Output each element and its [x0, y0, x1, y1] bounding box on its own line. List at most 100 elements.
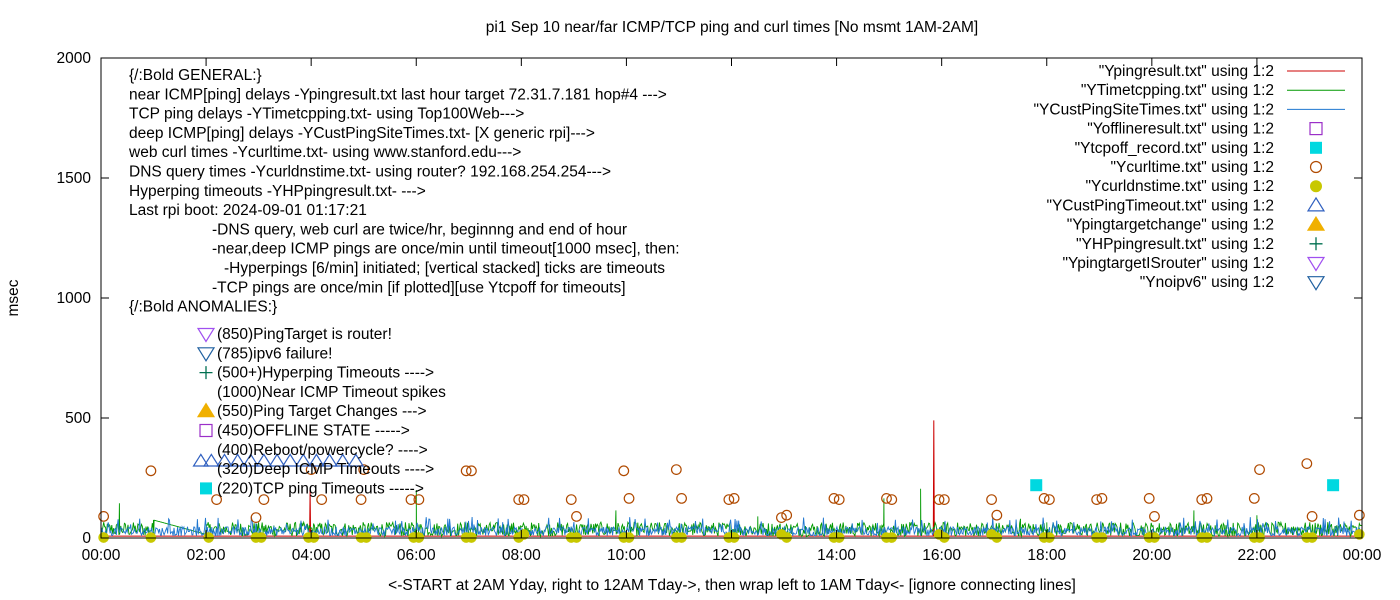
series-6-point-10	[321, 453, 338, 467]
anomaly-text-0: (850)PingTarget is router!	[217, 326, 392, 343]
series-4-point-40	[1201, 493, 1213, 504]
annotation-line-7: Last rpi boot: 2024-09-01 01:17:21	[129, 202, 367, 219]
series-4-point-20	[676, 493, 687, 504]
series-4-point-4	[258, 494, 270, 506]
series-4-point-39	[1196, 494, 1208, 506]
annotation-line-10: -Hyperpings [6/min] initiated; [vertical…	[224, 260, 665, 277]
anomaly-text-6: (400)Reboot/powercycle? ---->	[217, 442, 428, 459]
series-4-point-18	[623, 493, 635, 504]
anomaly-text-1: (785)ipv6 failure!	[217, 345, 332, 362]
legend-marker-8	[1306, 215, 1326, 231]
annotation-line-12: {/:Bold ANOMALIES:}	[129, 299, 277, 316]
anomaly-marker-5	[199, 423, 213, 438]
legend-label-1: "YTimetcpping.txt" using 1:2	[1081, 82, 1274, 99]
y-tick-label-4: 2000	[57, 50, 92, 67]
y-tick-label-3: 1500	[57, 170, 92, 187]
legend-marker-3	[1309, 121, 1323, 136]
series-6-point-1	[202, 453, 220, 467]
series-4-point-9	[405, 494, 417, 506]
anomaly-marker-0	[196, 327, 216, 343]
x-tick-label-4: 08:00	[502, 547, 541, 564]
series-4-point-25	[828, 493, 840, 504]
legend-label-8: "Ypingtargetchange" using 1:2	[1067, 217, 1274, 234]
annotation-line-11: -TCP pings are once/min [if plotted][use…	[212, 279, 626, 296]
x-tick-label-3: 06:00	[397, 547, 436, 564]
annotation-line-4: web curl times -Ycurltime.txt- using www…	[128, 144, 521, 161]
x-tick-label-2: 04:00	[292, 547, 331, 564]
series-3-point-1	[1327, 479, 1340, 492]
series-4-point-7	[355, 494, 367, 506]
legend-label-7: "YCustPingTimeout.txt" using 1:2	[1046, 197, 1274, 214]
series-4-point-17	[618, 465, 630, 477]
x-tick-label-8: 16:00	[922, 547, 961, 564]
series-4-point-12	[466, 465, 477, 477]
series-4-point-21	[723, 494, 735, 506]
x-tick-label-12: 00:00	[1343, 547, 1382, 564]
series-6-point-6	[268, 453, 286, 467]
annotation-line-3: deep ICMP[ping] delays -YCustPingSiteTim…	[129, 125, 595, 142]
legend-marker-11	[1306, 276, 1326, 291]
legend-marker-6	[1310, 180, 1322, 193]
x-tick-label-1: 02:00	[187, 547, 226, 564]
legend-marker-4	[1310, 141, 1322, 154]
series-4-point-0	[98, 511, 110, 522]
series-4-point-10	[413, 494, 425, 506]
legend-label-5: "Ycurltime.txt" using 1:2	[1111, 159, 1274, 176]
series-6-point-5	[255, 453, 273, 467]
series-4-point-8	[358, 464, 370, 476]
anomaly-marker-8	[200, 482, 212, 495]
legend-marker-10	[1306, 256, 1326, 272]
y-tick-label-1: 500	[65, 410, 91, 427]
series-6-point-7	[281, 453, 299, 467]
legend-marker-5	[1309, 160, 1323, 174]
x-tick-label-11: 22:00	[1238, 547, 1277, 564]
legend-marker-7	[1306, 196, 1326, 212]
annotation-line-2: TCP ping delays -YTimetcpping.txt- using…	[129, 106, 524, 123]
x-tick-label-7: 14:00	[817, 547, 856, 564]
legend-label-0: "Ypingresult.txt" using 1:2	[1099, 63, 1274, 80]
series-4-point-42	[1254, 464, 1265, 476]
x-tick-label-0: 00:00	[82, 547, 121, 564]
series-4-point-38	[1149, 511, 1160, 522]
series-6-point-9	[308, 453, 325, 467]
legend-label-4: "Ytcpoff_record.txt" using 1:2	[1075, 140, 1274, 157]
annotation-line-5: DNS query times -Ycurldnstime.txt- using…	[129, 164, 611, 181]
series-4-point-28	[886, 494, 898, 506]
x-tick-label-6: 12:00	[712, 547, 751, 564]
series-4-point-3	[250, 512, 262, 523]
chart-title: pi1 Sep 10 near/far ICMP/TCP ping and cu…	[486, 19, 978, 36]
series-4-point-45	[1353, 509, 1365, 521]
x-tick-label-10: 20:00	[1132, 547, 1171, 564]
annotation-line-9: -near,deep ICMP pings are once/min until…	[212, 241, 680, 258]
series-4-point-36	[1096, 493, 1108, 504]
anomaly-marker-2	[199, 366, 213, 380]
series-6-point-11	[334, 453, 352, 467]
series-4-point-35	[1091, 494, 1103, 506]
series-4-point-5	[305, 464, 317, 476]
annotation-line-6: Hyperping timeouts -YHPpingresult.txt- -…	[129, 183, 426, 200]
series-4-point-26	[833, 494, 845, 506]
y-tick-label-2: 1000	[57, 290, 92, 307]
annotation-line-1: near ICMP[ping] delays -Ypingresult.txt …	[129, 86, 667, 103]
annotation-line-8: -DNS query, web curl are twice/hr, begin…	[212, 221, 627, 238]
series-6-point-8	[294, 453, 312, 467]
series-4-point-1	[145, 465, 157, 477]
anomaly-text-7: (320)Deep ICMP Timeouts ---->	[217, 461, 434, 478]
y-tick-label-0: 0	[82, 530, 91, 547]
series-4-point-31	[986, 494, 997, 506]
series-4-point-41	[1248, 493, 1260, 504]
series-6-point-2	[216, 453, 233, 467]
series-6-point-3	[229, 453, 246, 467]
legend-label-10: "YpingtargetISrouter" using 1:2	[1063, 255, 1274, 272]
x-axis-label: <-START at 2AM Yday, right to 12AM Tday-…	[388, 577, 1076, 594]
series-4-point-33	[1038, 493, 1050, 504]
series-4-point-2	[211, 494, 222, 506]
series-4-point-37	[1143, 493, 1155, 504]
series-4-point-27	[881, 493, 892, 504]
series-6-point-12	[347, 453, 365, 467]
x-tick-label-5: 10:00	[607, 547, 646, 564]
series-1-line	[100, 488, 1363, 539]
series-4-point-24	[781, 509, 793, 521]
series-4-point-15	[565, 494, 577, 506]
